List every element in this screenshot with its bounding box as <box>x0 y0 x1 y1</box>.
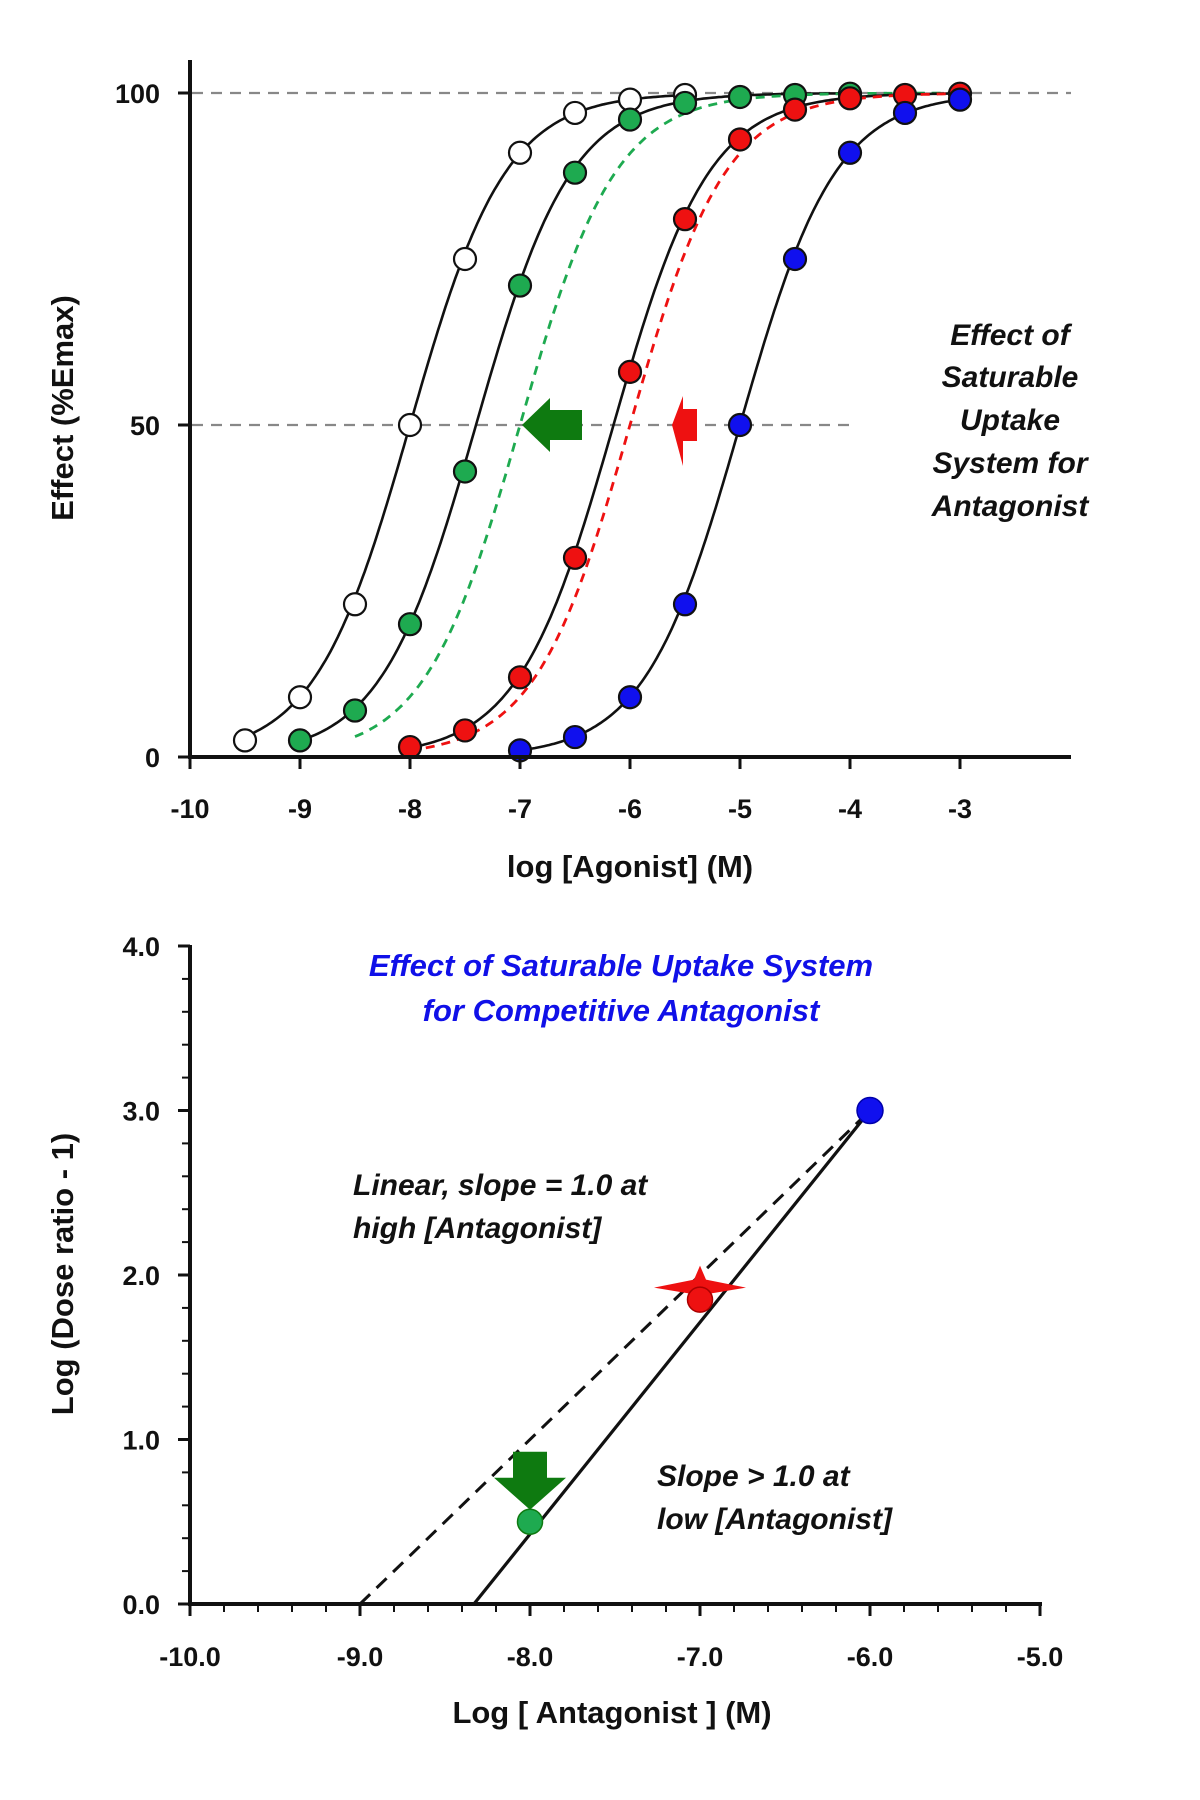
series-3-point <box>672 207 698 232</box>
series-0-point <box>342 592 368 617</box>
series-3-point <box>727 127 753 152</box>
x-tick-label-4: -6 <box>618 794 642 824</box>
annotation-linear-line-1: Linear, slope = 1.0 at <box>353 1169 649 1202</box>
series-1-point <box>507 273 533 298</box>
annotation-line-4: System for <box>932 447 1089 480</box>
series-5-point <box>837 140 863 165</box>
green-down-arrow <box>494 1451 566 1510</box>
x-tick-label-2: -8 <box>398 794 422 824</box>
series-1-point <box>287 728 313 753</box>
series-3-point <box>837 86 863 111</box>
axes <box>188 60 1071 759</box>
data-point-2 <box>856 1096 884 1125</box>
data-point-1 <box>686 1286 714 1313</box>
green-left-arrow <box>522 398 582 452</box>
shift-arrows <box>522 396 697 466</box>
y-tick-label-1: 50 <box>130 411 160 441</box>
x-tick-label-1: -9.0 <box>337 1642 384 1672</box>
series-3-point <box>397 734 423 760</box>
series-1-point <box>342 698 368 723</box>
red-left-arrow <box>672 396 697 466</box>
series-4-curve <box>409 92 960 752</box>
y-tick-label-4: 4.0 <box>122 932 160 962</box>
point-markers <box>494 1096 884 1535</box>
series-0-point <box>232 728 258 753</box>
series-5-point <box>617 685 643 710</box>
y-tick-label-2: 2.0 <box>122 1261 160 1291</box>
dashed-regression-line <box>358 1109 872 1606</box>
y-tick-label-3: 3.0 <box>122 1097 160 1127</box>
series-3-point <box>452 718 478 743</box>
series-0-point <box>507 140 533 165</box>
y-tick-label-0: 0.0 <box>122 1590 160 1620</box>
annotation-slope-line-1: Slope > 1.0 at <box>657 1460 852 1493</box>
y-axis-title: Log (Dose ratio - 1) <box>45 1133 80 1415</box>
annotation-line-3: Uptake <box>960 404 1060 437</box>
annotation-linear-line-2: high [Antagonist] <box>353 1212 602 1245</box>
x-tick-label-5: -5 <box>728 794 752 824</box>
series-1-point <box>727 84 753 110</box>
series-5-point <box>947 87 973 112</box>
y-tick-label-1: 1.0 <box>122 1426 160 1456</box>
red-star-marker <box>654 1265 746 1295</box>
x-axis-title: Log [ Antagonist ] (M) <box>452 1695 771 1730</box>
curves <box>244 91 961 752</box>
series-2-curve <box>354 91 960 738</box>
series-3-point <box>562 545 588 570</box>
axes <box>188 945 1042 1606</box>
title-line-1: Effect of Saturable Uptake System <box>369 948 873 983</box>
x-tick-label-0: -10 <box>170 794 209 824</box>
data-points <box>232 81 973 763</box>
schild-plot: -10.0 -9.0 -8.0 -7.0 -6.0 -5.0 0.0 1.0 2.0 3.0 4.… <box>45 932 1063 1730</box>
series-1-point <box>672 90 698 116</box>
series-5-point <box>782 246 808 272</box>
x-tick-label-4: -6.0 <box>847 1642 894 1672</box>
series-0-curve <box>244 93 686 738</box>
x-tick-label-3: -7.0 <box>677 1642 724 1672</box>
series-5-point <box>562 724 588 750</box>
series-1-point <box>562 160 588 185</box>
y-tick-label-2: 100 <box>115 79 160 109</box>
series-1-point <box>397 612 423 637</box>
x-tick-label-0: -10.0 <box>159 1642 221 1672</box>
x-tick-label-2: -8.0 <box>507 1642 554 1672</box>
annotation-line-2: Saturable <box>942 361 1079 394</box>
y-ticks: 0 50 100 <box>115 79 190 773</box>
x-ticks: -10 -9 -8 -7 -6 -5 -4 -3 <box>170 757 972 824</box>
annotation-slope-line-2: low [Antagonist] <box>657 1503 893 1536</box>
y-tick-label-0: 0 <box>145 743 160 773</box>
series-3-point <box>782 97 808 122</box>
series-5-point <box>727 412 753 438</box>
annotation-line-1: Effect of <box>950 319 1072 352</box>
series-0-point <box>287 685 313 710</box>
series-3-point <box>507 665 533 690</box>
series-5-point <box>892 100 918 126</box>
data-point-0 <box>516 1508 544 1535</box>
series-5-point <box>672 592 698 617</box>
chart-title: Effect of Saturable Uptake System for Co… <box>369 948 873 1028</box>
annotation-line-5: Antagonist <box>931 490 1091 523</box>
annotation-block: Effect of Saturable Uptake System for An… <box>931 319 1091 523</box>
series-1-point <box>617 107 643 132</box>
x-tick-label-3: -7 <box>508 794 532 824</box>
series-0-point <box>397 412 423 438</box>
y-axis-title: Effect (%Emax) <box>45 295 80 521</box>
annotation-slope: Slope > 1.0 at low [Antagonist] <box>657 1460 893 1536</box>
x-tick-label-5: -5.0 <box>1017 1642 1064 1672</box>
annotation-linear: Linear, slope = 1.0 at high [Antagonist] <box>353 1169 649 1245</box>
x-tick-label-7: -3 <box>948 794 972 824</box>
series-0-point <box>617 87 643 112</box>
x-axis-title: log [Agonist] (M) <box>507 849 753 884</box>
x-tick-label-6: -4 <box>838 794 862 824</box>
series-3-point <box>617 359 643 384</box>
y-ticks: 0.0 1.0 2.0 3.0 4.0 <box>122 932 190 1620</box>
x-ticks: -10.0 -9.0 -8.0 -7.0 -6.0 -5.0 <box>159 1604 1063 1672</box>
series-0-point <box>452 246 478 272</box>
series-1-point <box>452 459 478 484</box>
title-line-2: for Competitive Antagonist <box>423 993 821 1028</box>
series-0-point <box>562 100 588 126</box>
x-tick-label-1: -9 <box>288 794 312 824</box>
